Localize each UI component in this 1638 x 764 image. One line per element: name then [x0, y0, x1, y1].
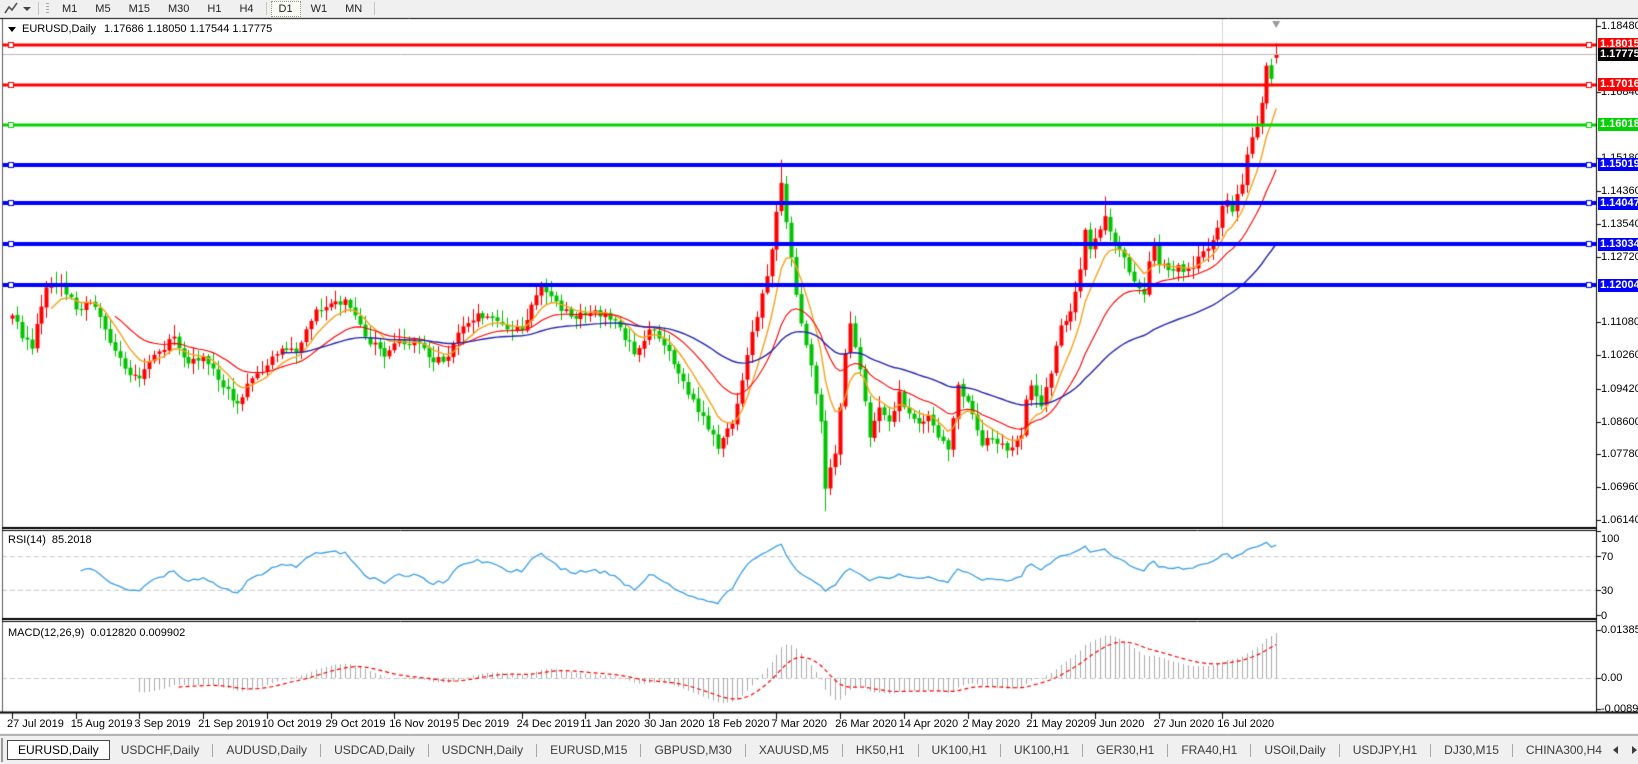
toolbar-separator [265, 2, 267, 15]
chart-tab-dj30-m15[interactable]: DJ30,M15 [1444, 743, 1499, 757]
tab-separator [1338, 743, 1340, 757]
tab-scroll-controls [1612, 746, 1638, 754]
tabs-scroll-left-icon[interactable] [1612, 746, 1618, 754]
tab-separator [1082, 743, 1084, 757]
timeframe-button-mn[interactable]: MN [345, 2, 363, 15]
tab-separator [999, 743, 1001, 757]
timeframe-button-m1[interactable]: M1 [62, 2, 78, 15]
tab-separator [320, 743, 322, 757]
chart-tab-gbpusd-m30[interactable]: GBPUSD,M30 [654, 743, 732, 757]
timeframe-button-m5[interactable]: M5 [95, 2, 111, 15]
tab-separator [1250, 743, 1252, 757]
timeframe-button-d1[interactable]: D1 [270, 0, 301, 17]
chart-tab-usdjpy-h1[interactable]: USDJPY,H1 [1352, 743, 1418, 757]
tab-separator [917, 743, 919, 757]
toolbar-grip [46, 2, 49, 15]
timeframe-button-w1[interactable]: W1 [310, 2, 328, 15]
tab-separator [1430, 743, 1432, 757]
chart-tabbar: EURUSD,Daily USDCHF,Daily AUDUSD,Daily USDC… [0, 735, 1638, 764]
chart-tab-audusd-daily[interactable]: AUDUSD,Daily [226, 743, 308, 757]
chart-tab-fra40-h1[interactable]: FRA40,H1 [1181, 743, 1238, 757]
chart-tab-uk100-h1[interactable]: UK100,H1 [1013, 743, 1070, 757]
tab-separator [640, 743, 642, 757]
chart-tab-china300-h4[interactable]: CHINA300,H4 [1525, 743, 1602, 757]
chart-tab-eurusd-daily[interactable]: EURUSD,Daily [7, 740, 110, 760]
chart-tab-xauusd-m5[interactable]: XAUUSD,M5 [758, 743, 829, 757]
timeframe-button-m15[interactable]: M15 [128, 2, 150, 15]
tab-separator [427, 743, 429, 757]
toolbar-separator [38, 2, 39, 15]
toolbar-separator [374, 2, 376, 15]
tab-separator [212, 743, 214, 757]
chevron-down-icon [23, 6, 31, 11]
tab-separator [744, 743, 746, 757]
chart-tab-usdcnh-daily[interactable]: USDCNH,Daily [441, 743, 524, 757]
chart-tab-usdcad-daily[interactable]: USDCAD,Daily [334, 743, 415, 757]
tab-separator [841, 743, 843, 757]
tabs-scroll-right-icon[interactable] [1631, 746, 1637, 754]
tab-separator [1167, 743, 1169, 757]
drawing-tool-button[interactable] [0, 0, 35, 17]
chart-tab-usoil-daily[interactable]: USOil,Daily [1264, 743, 1326, 757]
tabbar-grip [1, 738, 3, 762]
tab-separator [536, 743, 538, 757]
chart-tab-hk50-h1[interactable]: HK50,H1 [855, 743, 905, 757]
chart-tab-usdchf-daily[interactable]: USDCHF,Daily [120, 743, 200, 757]
chart-tab-uk100-h1[interactable]: UK100,H1 [931, 743, 987, 757]
tab-separator [1511, 743, 1513, 757]
chart-tabs: EURUSD,Daily USDCHF,Daily AUDUSD,Daily USDC… [7, 740, 1613, 760]
timeframe-button-h1[interactable]: H1 [207, 2, 222, 15]
chart-tab-ger30-h1[interactable]: GER30,H1 [1096, 743, 1155, 757]
crosshair-pencil-icon [4, 2, 18, 14]
timeframe-toolbar: M1 M5 M15 M30 H1 H4 D1 W1 MN [0, 0, 1638, 18]
timeframe-button-m30[interactable]: M30 [167, 2, 190, 15]
timeframe-buttons: M1 M5 M15 M30 H1 H4 D1 W1 MN [53, 0, 371, 17]
timeframe-button-h4[interactable]: H4 [239, 2, 254, 15]
chart-tab-eurusd-m15[interactable]: EURUSD,M15 [550, 743, 628, 757]
